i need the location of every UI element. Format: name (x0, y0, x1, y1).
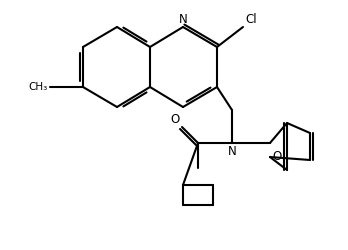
Text: Cl: Cl (245, 13, 256, 26)
Text: N: N (179, 13, 187, 26)
Text: O: O (272, 150, 281, 164)
Text: O: O (171, 113, 180, 126)
Text: N: N (228, 145, 236, 158)
Text: CH₃: CH₃ (29, 82, 48, 92)
